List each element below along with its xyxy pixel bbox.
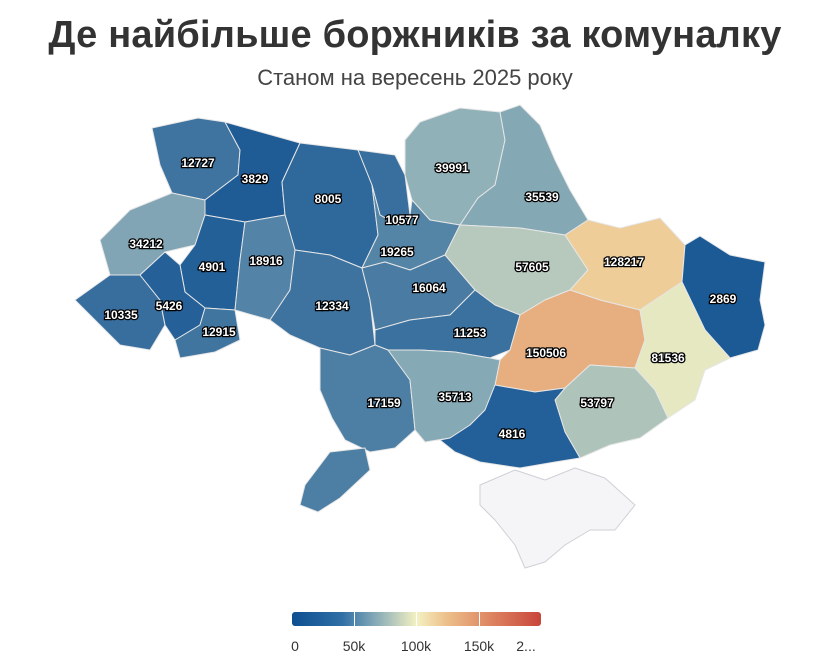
color-scale-label: 50k: [342, 638, 366, 654]
value-label-rivne: 3829: [242, 172, 269, 186]
value-label-kherson: 4816: [499, 427, 526, 441]
value-label-khmelnytskyi: 18916: [249, 254, 283, 268]
value-label-kyiv-oblast: 19265: [380, 245, 414, 259]
region-odesa[interactable]: [299, 344, 416, 513]
region-kherson[interactable]: [439, 384, 581, 469]
color-scale-label: 150k: [463, 638, 495, 654]
value-label-kyiv-city: 10577: [385, 213, 419, 227]
color-scale-label: 100k: [400, 638, 432, 654]
value-label-donetsk: 81536: [651, 351, 685, 365]
value-label-sumy: 35539: [525, 190, 559, 204]
value-label-luhansk: 2869: [710, 292, 737, 306]
value-label-odesa: 17159: [367, 396, 401, 410]
region-chernivtsi[interactable]: [174, 307, 241, 359]
value-label-zaporizhzhia: 53797: [580, 396, 614, 410]
value-label-chernihiv: 39991: [435, 161, 469, 175]
ukraine-choropleth-map: 12727 3829 8005 10577 39991 35539 34212 …: [74, 104, 766, 569]
value-label-cherkasy: 16064: [412, 281, 446, 295]
region-value-labels: 12727 3829 8005 10577 39991 35539 34212 …: [103, 155, 738, 443]
value-label-vinnytsia: 12334: [315, 299, 349, 313]
value-label-zhytomyr: 8005: [315, 192, 342, 206]
value-label-dnipropetrovsk: 150506: [526, 346, 566, 360]
value-label-mykolaiv: 35713: [438, 390, 472, 404]
color-scale-tick: [416, 612, 417, 626]
value-label-kirovohrad: 11253: [454, 326, 487, 340]
value-label-volyn: 12727: [181, 156, 215, 170]
value-label-ivano-frankivsk: 5426: [156, 299, 183, 313]
color-scale-tick: [479, 612, 480, 626]
value-label-kharkiv: 128217: [604, 255, 644, 269]
value-label-poltava: 57605: [515, 260, 549, 274]
region-crimea: [479, 467, 636, 569]
value-label-zakarpattia: 10335: [104, 308, 138, 322]
color-scale-label: 0: [291, 638, 299, 654]
value-label-chernivtsi: 12915: [202, 325, 236, 339]
region-donetsk[interactable]: [634, 281, 731, 419]
color-scale-tick: [354, 612, 355, 626]
color-scale-label: 2...: [516, 638, 536, 654]
value-label-lviv: 34212: [129, 237, 163, 251]
map-title: Де найбільше боржників за комуналку: [48, 14, 782, 56]
value-label-ternopil: 4901: [199, 260, 226, 274]
map-subtitle: Станом на вересень 2025 року: [257, 65, 573, 90]
